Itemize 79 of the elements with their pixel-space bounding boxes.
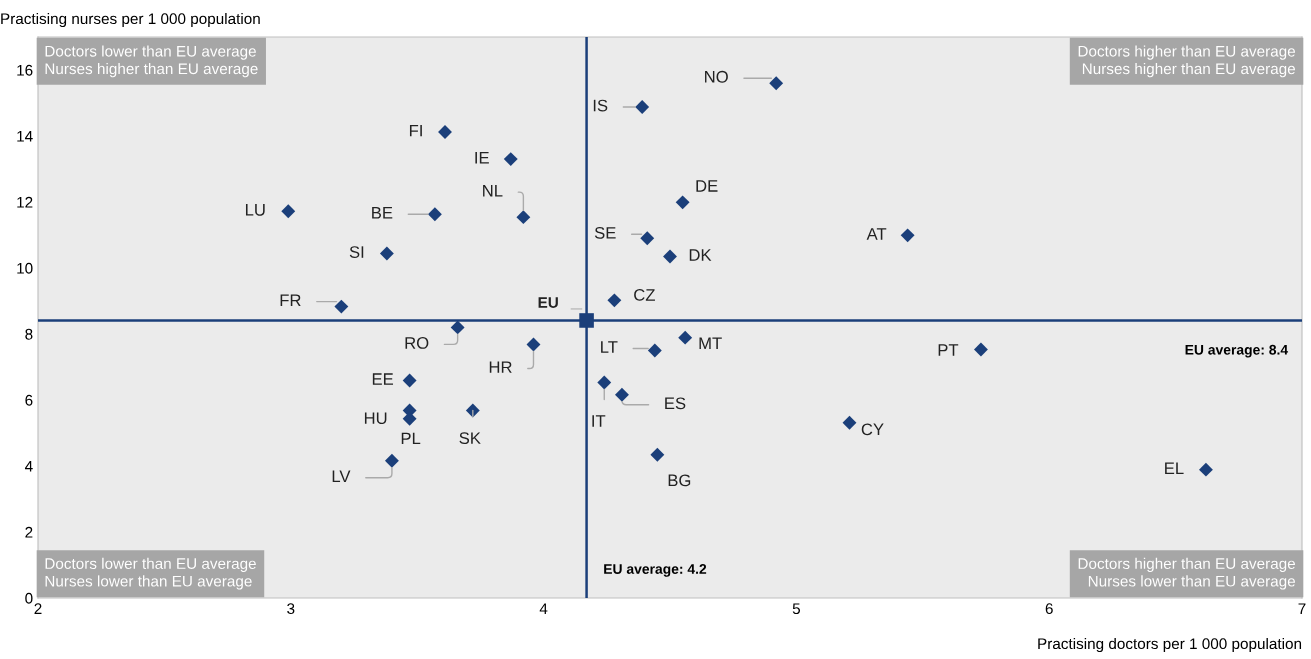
- point: [402, 373, 417, 388]
- point: [974, 342, 988, 357]
- annotation: IT: [592, 415, 606, 427]
- point: [281, 204, 296, 219]
- series-label: EU: [538, 297, 558, 308]
- y-tick-label: 14: [17, 131, 33, 142]
- point: [384, 453, 399, 468]
- annotation: LU: [245, 204, 265, 216]
- y-axis-title: Practising nurses per 1 000 population: [1, 12, 260, 28]
- annotation: LV: [332, 470, 351, 483]
- annotation: SE: [594, 226, 616, 239]
- annotation: RO: [405, 337, 429, 349]
- annotation: CZ: [634, 289, 655, 301]
- point: [842, 415, 857, 430]
- annotation: DK: [689, 249, 712, 261]
- ref-line-label: EU average: 4.2: [604, 564, 707, 577]
- annotation: AT: [866, 228, 887, 240]
- point: [650, 447, 665, 462]
- point: [769, 76, 784, 91]
- point: [900, 228, 915, 243]
- point: [647, 343, 662, 358]
- y-tick-label: 2: [25, 526, 33, 538]
- annotation: NO: [705, 70, 728, 83]
- annotation: BE: [372, 207, 393, 219]
- point: [640, 231, 655, 246]
- annotation: EE: [372, 373, 394, 385]
- annotation: FR: [280, 294, 301, 306]
- point: [450, 320, 465, 335]
- point: [1198, 462, 1213, 477]
- annotation: ES: [665, 397, 686, 410]
- y-tick-label: 12: [17, 196, 33, 208]
- annotation: FI: [409, 124, 422, 137]
- annotation: Doctors lower than EU average Nurses lower than EU average: [45, 557, 256, 590]
- x-tick-label: 4: [539, 603, 548, 614]
- annotation: DE: [696, 180, 718, 192]
- point: [607, 293, 622, 308]
- y-tick-label: 10: [17, 262, 33, 274]
- annotation: NL: [483, 185, 503, 197]
- point: [597, 375, 612, 390]
- point: [579, 313, 594, 328]
- y-tick-label: 4: [24, 461, 33, 472]
- annotation: LT: [601, 341, 618, 353]
- x-tick-label: 2: [34, 603, 42, 614]
- point: [635, 100, 650, 114]
- annotation: Doctors higher than EU average Nurses higher than EU average: [1078, 45, 1296, 78]
- y-tick-label: 6: [25, 394, 33, 406]
- y-tick-label: 16: [17, 64, 33, 76]
- y-tick-label: 0: [25, 592, 33, 604]
- annotation: EL: [1165, 462, 1184, 474]
- ref-line-label: EU average: 8.4: [1185, 344, 1289, 358]
- annotation: MT: [699, 337, 722, 349]
- annotation: HU: [364, 412, 387, 425]
- y-tick-label: 8: [25, 328, 33, 340]
- annotation: SI: [349, 246, 364, 258]
- annotation: IS: [593, 99, 608, 112]
- annotation: CY: [861, 423, 884, 436]
- point: [678, 330, 693, 345]
- x-tick-label: 7: [1298, 603, 1306, 614]
- annotation: HR: [489, 361, 512, 373]
- annotation: PL: [401, 432, 421, 445]
- point: [663, 249, 677, 264]
- annotation: PT: [938, 344, 959, 356]
- point: [526, 337, 541, 352]
- x-tick-label: 6: [1045, 603, 1053, 615]
- point: [516, 210, 531, 225]
- x-tick-label: 3: [287, 603, 295, 615]
- point: [503, 152, 518, 167]
- annotation: Doctors lower than EU average Nurses higher than EU average: [45, 45, 258, 78]
- point: [427, 207, 442, 222]
- annotation: IE: [475, 151, 489, 164]
- annotation: BG: [668, 474, 691, 487]
- annotation: Doctors higher than EU average Nurses lower than EU average: [1078, 557, 1296, 590]
- point: [334, 299, 349, 314]
- point: [615, 387, 629, 402]
- x-tick-label: 5: [792, 603, 801, 615]
- x-axis-title: Practising doctors per 1 000 population: [1038, 637, 1302, 653]
- point: [379, 246, 394, 261]
- annotation: SK: [459, 432, 481, 445]
- point: [675, 195, 690, 210]
